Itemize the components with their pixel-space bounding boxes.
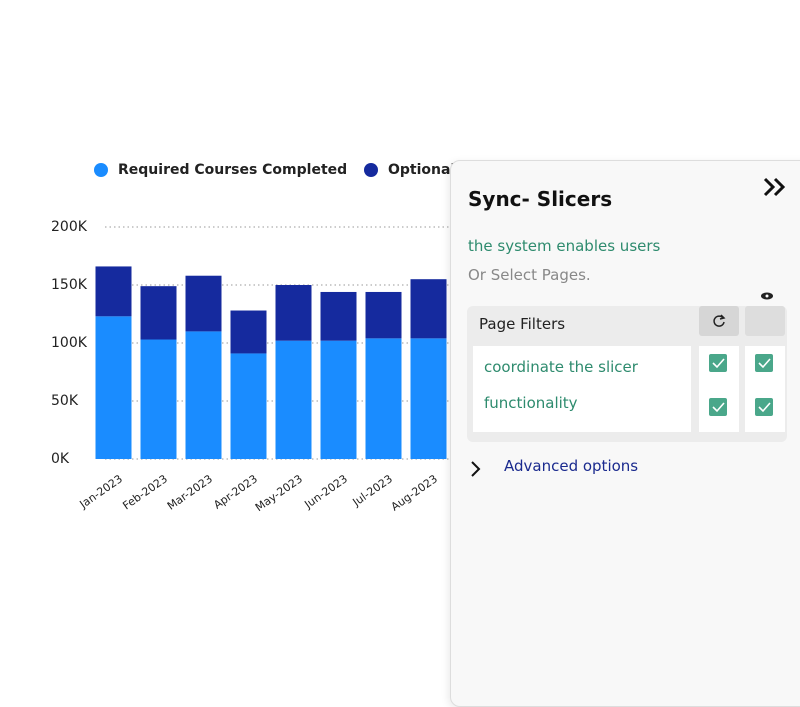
visibility-button[interactable] [745,306,785,336]
legend-swatch [364,163,378,177]
x-tick-label: Apr-2023 [211,472,260,511]
expand-icon[interactable] [469,459,483,479]
bar [275,340,312,459]
checkbox-column [699,346,739,432]
table-row: functionality [484,394,578,412]
bar [320,291,357,341]
checkbox[interactable] [755,398,773,416]
x-tick-label: May-2023 [253,472,305,514]
panel-description: the system enables users [468,237,661,255]
table-header: Page Filters [479,315,566,333]
table-rows: coordinate the slicer functionality [473,346,691,432]
checkbox[interactable] [709,398,727,416]
x-tick-label: Jul-2023 [350,472,395,509]
bar [230,310,267,354]
bar [95,266,132,317]
collapse-icon[interactable] [761,175,791,199]
bar [140,339,177,459]
refresh-button[interactable] [699,306,739,336]
bar [410,338,447,459]
x-tick-label: Jan-2023 [77,472,125,511]
legend-swatch [94,163,108,177]
checkbox[interactable] [709,354,727,372]
bar [185,275,222,332]
y-tick-label: 200K [51,219,88,235]
panel-title: Sync- Slicers [468,187,613,211]
page-filters-table: Page Filters coordinate the slicer funct… [467,306,787,442]
sync-slicers-panel: Sync- Slicers the system enables users O… [450,160,800,707]
bar [95,316,132,459]
legend-label: Optional [388,162,455,178]
panel-hint: Or Select Pages. [468,266,591,284]
x-tick-label: Aug-2023 [389,472,440,513]
x-tick-label: Jun-2023 [301,472,350,511]
bar [230,353,267,459]
y-tick-label: 50K [51,393,79,409]
checkbox[interactable] [755,354,773,372]
checkbox-column [745,346,785,432]
legend-label: Required Courses Completed [118,162,347,178]
y-tick-label: 150K [51,277,88,293]
bar [320,340,357,459]
bar [185,331,222,459]
bar [275,285,312,341]
x-tick-label: Feb-2023 [120,472,170,512]
x-tick-label: Mar-2023 [165,472,215,512]
bar [365,291,402,339]
y-tick-label: 0K [51,451,70,467]
bar [140,286,177,340]
table-row: coordinate the slicer [484,358,638,376]
advanced-options[interactable]: Advanced options [504,457,639,475]
bar [410,279,447,339]
y-tick-label: 100K [51,335,88,351]
bar [365,338,402,459]
eye-icon [761,292,773,300]
